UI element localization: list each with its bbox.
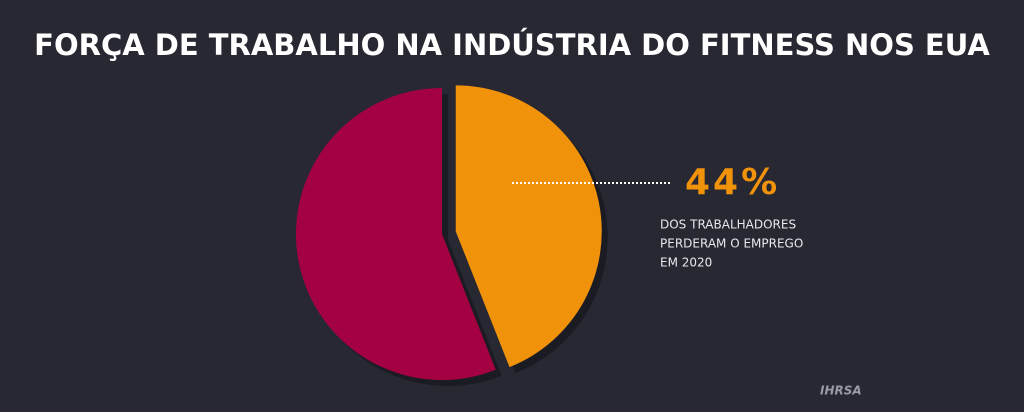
chart-title: FORÇA DE TRABALHO NA INDÚSTRIA DO FITNES… (34, 28, 990, 62)
annotation: PERDERAM O EMPREGO (660, 237, 803, 251)
value-label: 44% (685, 162, 780, 203)
pie-slice (455, 85, 602, 368)
pie-slice (296, 87, 496, 380)
logo: IHRSA (820, 384, 862, 398)
annotation: EM 2020 (660, 256, 712, 270)
annotation: DOS TRABALHADORES (660, 218, 796, 232)
